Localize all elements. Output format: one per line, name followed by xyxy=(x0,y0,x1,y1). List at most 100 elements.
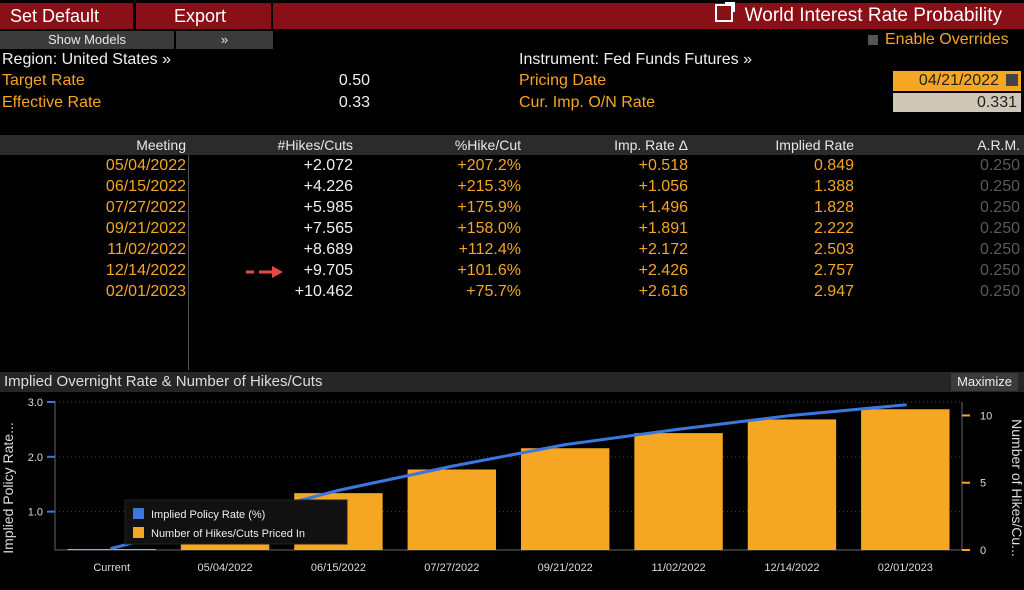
cell-imp-rate-delta: +1.496 xyxy=(638,199,688,216)
chart-bar xyxy=(747,419,837,550)
cell-arm: 0.250 xyxy=(979,241,1020,258)
cell-imp-rate-delta: +1.891 xyxy=(638,220,688,237)
chart-bar xyxy=(634,433,723,550)
x-tick-label: 07/27/2022 xyxy=(424,562,479,574)
cell-arm: 0.250 xyxy=(979,283,1020,300)
calendar-icon[interactable] xyxy=(1006,74,1018,86)
target-rate-label: Target Rate xyxy=(2,72,85,89)
cell-meeting-date: 05/04/2022 xyxy=(105,157,186,174)
rate-point xyxy=(110,546,114,550)
table-row[interactable]: 12/14/2022 +9.705 +101.6% +2.426 2.757 0.250 xyxy=(0,260,1024,281)
col-hikes-cuts[interactable]: #Hikes/Cuts xyxy=(277,137,353,153)
cell-imp-rate-delta: +2.426 xyxy=(638,262,688,279)
cell-arm: 0.250 xyxy=(979,157,1020,174)
maximize-button[interactable]: Maximize xyxy=(951,373,1018,391)
table-row[interactable]: 07/27/2022 +5.985 +175.9% +1.496 1.828 0.250 xyxy=(0,197,1024,218)
cell-pct-hike-cut: +207.2% xyxy=(457,157,521,174)
y-tick-label: 2.0 xyxy=(28,452,43,464)
y2-axis-label: Number of Hikes/Cu... xyxy=(1009,419,1024,557)
cell-meeting-date: 11/02/2022 xyxy=(107,241,186,258)
cell-hikes-cuts: +9.705 xyxy=(303,262,353,279)
x-tick-label: Current xyxy=(93,562,130,574)
x-tick-label: 06/15/2022 xyxy=(311,562,366,574)
chart-title: Implied Overnight Rate & Number of Hikes… xyxy=(4,373,323,390)
chart: 1.0 2.0 3.0 0 5 10 Implied Policy Rate... Numbe… xyxy=(0,397,1024,574)
set-default-button[interactable]: Set Default xyxy=(0,3,133,29)
column-divider xyxy=(188,155,189,370)
legend-swatch-line xyxy=(133,508,144,519)
cell-pct-hike-cut: +75.7% xyxy=(466,283,521,300)
region-selector[interactable]: Region: United States » xyxy=(2,51,171,68)
enable-overrides-checkbox[interactable] xyxy=(868,35,878,45)
cell-pct-hike-cut: +175.9% xyxy=(457,199,521,216)
title-bar: World Interest Rate Probability xyxy=(273,2,1024,29)
arrow-indicator-icon xyxy=(246,266,283,278)
legend-swatch-bar xyxy=(133,527,144,538)
cell-pct-hike-cut: +158.0% xyxy=(457,220,521,237)
table-row[interactable]: 11/02/2022 +8.689 +112.4% +2.172 2.503 0.250 xyxy=(0,239,1024,260)
table-row[interactable]: 02/01/2023 +10.462 +75.7% +2.616 2.947 0.250 xyxy=(0,281,1024,302)
col-implied-rate[interactable]: Implied Rate xyxy=(775,137,854,153)
col-imp-rate-delta[interactable]: Imp. Rate Δ xyxy=(614,137,688,153)
cell-implied-rate: 2.222 xyxy=(813,220,854,237)
chart-bar xyxy=(520,448,610,550)
cell-implied-rate: 1.388 xyxy=(813,178,854,195)
table-row[interactable]: 09/21/2022 +7.565 +158.0% +1.891 2.222 0.250 xyxy=(0,218,1024,239)
cell-meeting-date: 02/01/2023 xyxy=(105,283,186,300)
cell-implied-rate: 2.947 xyxy=(813,283,854,300)
rate-point xyxy=(563,443,567,447)
col-meeting[interactable]: Meeting xyxy=(136,137,186,153)
table-row[interactable]: 05/04/2022 +2.072 +207.2% +0.518 0.849 0.250 xyxy=(0,155,1024,176)
cell-pct-hike-cut: +215.3% xyxy=(457,178,521,195)
y-tick-label: 3.0 xyxy=(28,397,43,409)
cell-pct-hike-cut: +101.6% xyxy=(457,262,521,279)
cell-hikes-cuts: +4.226 xyxy=(303,178,353,195)
cell-imp-rate-delta: +2.616 xyxy=(638,283,688,300)
show-models-button[interactable]: Show Models xyxy=(0,31,174,49)
legend-label-line: Implied Policy Rate (%) xyxy=(151,509,265,521)
y2-tick-label: 0 xyxy=(980,545,986,557)
cell-implied-rate: 2.503 xyxy=(813,241,854,258)
top-toolbar: Set Default Export World Interest Rate P… xyxy=(0,0,1024,30)
y-axis-label: Implied Policy Rate... xyxy=(0,422,16,554)
table-row[interactable]: 06/15/2022 +4.226 +215.3% +1.056 1.388 0.250 xyxy=(0,176,1024,197)
cell-meeting-date: 06/15/2022 xyxy=(105,178,186,195)
cell-meeting-date: 07/27/2022 xyxy=(105,199,186,216)
cur-imp-rate-field[interactable]: 0.331 xyxy=(893,93,1021,112)
cell-hikes-cuts: +2.072 xyxy=(303,157,353,174)
cell-arm: 0.250 xyxy=(979,199,1020,216)
col-pct-hike-cut[interactable]: %Hike/Cut xyxy=(454,137,521,153)
external-link-icon[interactable] xyxy=(714,2,735,22)
cell-hikes-cuts: +5.985 xyxy=(303,199,353,216)
cell-hikes-cuts: +7.565 xyxy=(303,220,353,237)
effective-rate-label: Effective Rate xyxy=(2,94,102,111)
y-tick-label: 1.0 xyxy=(28,507,43,519)
chart-bar xyxy=(861,409,950,550)
rate-point xyxy=(677,427,681,431)
effective-rate-value: 0.33 xyxy=(338,94,370,111)
pricing-date-label: Pricing Date xyxy=(519,72,607,89)
y2-tick-label: 10 xyxy=(980,410,992,422)
cell-pct-hike-cut: +112.4% xyxy=(458,241,521,258)
chart-legend xyxy=(124,499,348,545)
cell-meeting-date: 09/21/2022 xyxy=(105,220,186,237)
target-rate-value: 0.50 xyxy=(338,72,370,89)
cell-imp-rate-delta: +2.172 xyxy=(638,241,688,258)
instrument-selector[interactable]: Instrument: Fed Funds Futures » xyxy=(519,51,752,68)
x-tick-label: 09/21/2022 xyxy=(538,562,593,574)
cell-implied-rate: 1.828 xyxy=(813,199,854,216)
cell-meeting-date: 12/14/2022 xyxy=(105,262,186,279)
cell-arm: 0.250 xyxy=(979,262,1020,279)
enable-overrides-label[interactable]: Enable Overrides xyxy=(885,31,1009,48)
pricing-date-field[interactable]: 04/21/2022 xyxy=(893,71,1021,91)
export-button[interactable]: Export xyxy=(136,3,271,29)
x-tick-label: 02/01/2023 xyxy=(878,562,933,574)
expand-button[interactable]: » xyxy=(176,31,273,49)
chart-bar xyxy=(407,469,497,550)
rate-point xyxy=(790,413,794,417)
cell-hikes-cuts: +8.689 xyxy=(303,241,353,258)
col-arm[interactable]: A.R.M. xyxy=(977,137,1020,153)
cell-implied-rate: 2.757 xyxy=(813,262,854,279)
x-tick-label: 12/14/2022 xyxy=(764,562,819,574)
chart-header: Implied Overnight Rate & Number of Hikes… xyxy=(0,372,1024,392)
